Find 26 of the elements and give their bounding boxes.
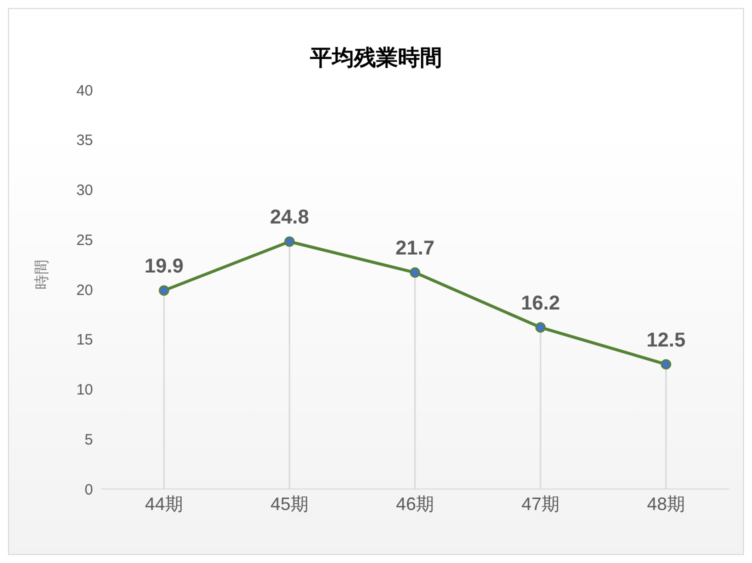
y-tick-label: 40 bbox=[76, 82, 93, 100]
point bbox=[284, 236, 295, 247]
y-tick-label: 0 bbox=[84, 481, 93, 498]
y-tick-label: 30 bbox=[76, 182, 93, 200]
data-label: 24.8 bbox=[270, 206, 309, 229]
y-tick-label: 15 bbox=[76, 332, 93, 349]
x-tick-label: 47期 bbox=[521, 494, 560, 514]
data-label: 21.7 bbox=[396, 238, 434, 260]
data-label: 12.5 bbox=[646, 329, 686, 352]
chart-title: 平均残業時間 bbox=[309, 44, 443, 72]
point bbox=[158, 285, 170, 296]
data-label: 16.2 bbox=[521, 292, 560, 314]
y-axis-title: 時間 bbox=[33, 260, 50, 290]
point bbox=[660, 359, 672, 370]
y-tick-label: 10 bbox=[76, 382, 93, 399]
y-tick-label: 20 bbox=[76, 282, 93, 299]
x-tick-label: 44期 bbox=[144, 494, 184, 514]
y-tick-label: 35 bbox=[76, 132, 93, 150]
y-tick-label: 5 bbox=[84, 431, 93, 448]
data-label: 19.9 bbox=[144, 255, 184, 278]
x-tick-label: 48期 bbox=[646, 494, 686, 514]
point bbox=[410, 267, 420, 278]
point bbox=[535, 322, 546, 333]
x-tick-label: 46期 bbox=[396, 494, 434, 514]
y-tick-label: 25 bbox=[76, 232, 93, 249]
x-tick-label: 45期 bbox=[270, 494, 309, 514]
